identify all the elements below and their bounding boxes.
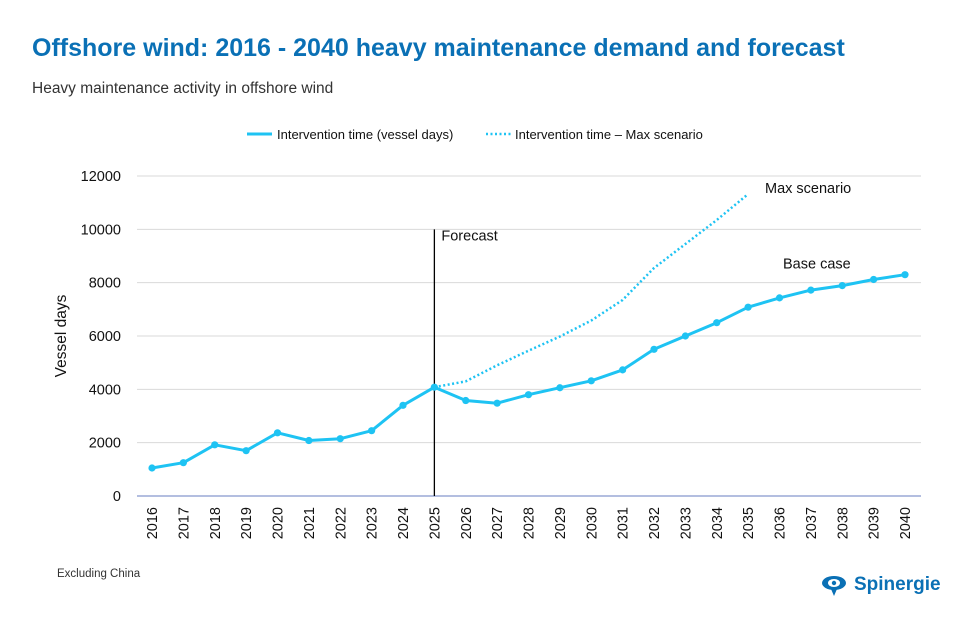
x-tick-label: 2038 bbox=[835, 507, 851, 539]
x-tick-label: 2016 bbox=[145, 507, 161, 539]
data-point bbox=[775, 294, 784, 302]
data-point bbox=[462, 396, 470, 405]
y-tick-label: 8000 bbox=[89, 276, 121, 292]
data-point bbox=[556, 384, 564, 392]
footnote: Excluding China bbox=[57, 568, 141, 580]
x-tick-label: 2021 bbox=[302, 507, 318, 539]
series-line-max-scenario bbox=[434, 193, 749, 389]
x-tick-label: 2031 bbox=[616, 507, 632, 539]
x-tick-label: 2026 bbox=[459, 507, 475, 539]
data-point bbox=[179, 459, 187, 467]
data-point bbox=[587, 377, 595, 385]
x-tick-label: 2036 bbox=[773, 507, 789, 539]
data-point bbox=[399, 401, 407, 409]
data-point bbox=[619, 366, 627, 374]
x-tick-label: 2032 bbox=[647, 507, 663, 539]
data-point bbox=[744, 303, 752, 311]
data-point bbox=[273, 429, 282, 437]
brand-logo: Spinergie bbox=[820, 572, 941, 598]
series-line-base bbox=[151, 273, 906, 470]
x-tick-label: 2025 bbox=[427, 507, 443, 539]
data-point bbox=[807, 286, 815, 294]
page-title: Offshore wind: 2016 - 2040 heavy mainten… bbox=[32, 34, 845, 62]
x-tick-label: 2028 bbox=[522, 507, 538, 539]
data-point bbox=[838, 282, 846, 290]
data-point bbox=[242, 447, 250, 455]
data-point bbox=[901, 271, 909, 279]
x-tick-label: 2034 bbox=[710, 507, 726, 539]
y-tick-label: 2000 bbox=[89, 436, 121, 452]
page-subtitle: Heavy maintenance activity in offshore w… bbox=[32, 80, 334, 97]
x-tick-label: 2040 bbox=[898, 507, 914, 539]
x-tick-label: 2017 bbox=[176, 507, 192, 539]
data-point bbox=[870, 275, 878, 284]
data-point bbox=[336, 435, 344, 443]
legend-label-solid: Intervention time (vessel days) bbox=[277, 127, 453, 142]
y-axis-label: Vessel days bbox=[53, 294, 70, 377]
data-point bbox=[305, 436, 313, 445]
x-tick-label: 2022 bbox=[333, 507, 349, 539]
x-tick-label: 2018 bbox=[208, 507, 224, 539]
data-point bbox=[681, 332, 689, 340]
data-point bbox=[493, 399, 501, 407]
forecast-label: Forecast bbox=[441, 228, 497, 244]
x-tick-label: 2023 bbox=[365, 507, 381, 539]
legend-label-dotted: Intervention time – Max scenario bbox=[515, 127, 703, 142]
y-tick-label: 6000 bbox=[89, 329, 121, 345]
data-point bbox=[430, 383, 438, 391]
brand-name: Spinergie bbox=[854, 574, 941, 595]
x-tick-label: 2029 bbox=[553, 507, 569, 539]
x-tick-label: 2033 bbox=[678, 507, 694, 539]
data-point bbox=[148, 464, 156, 472]
x-tick-label: 2030 bbox=[584, 507, 600, 539]
x-tick-label: 2039 bbox=[867, 507, 883, 539]
x-tick-label: 2035 bbox=[741, 507, 757, 539]
y-tick-label: 10000 bbox=[81, 222, 121, 238]
y-tick-label: 12000 bbox=[81, 169, 121, 185]
y-tick-label: 4000 bbox=[89, 382, 121, 398]
data-point bbox=[368, 427, 376, 435]
x-tick-label: 2019 bbox=[239, 507, 255, 539]
x-tick-label: 2027 bbox=[490, 507, 506, 539]
x-tick-label: 2020 bbox=[271, 507, 287, 539]
data-point bbox=[524, 391, 533, 399]
x-tick-label: 2024 bbox=[396, 507, 412, 539]
y-tick-label: 0 bbox=[113, 489, 121, 505]
data-point bbox=[713, 319, 721, 327]
max-scenario-label: Max scenario bbox=[765, 181, 851, 197]
base-case-label: Base case bbox=[783, 257, 851, 273]
data-point bbox=[211, 441, 219, 449]
spinergie-logo-icon bbox=[822, 576, 846, 596]
data-point bbox=[650, 345, 658, 353]
x-tick-label: 2037 bbox=[804, 507, 820, 539]
